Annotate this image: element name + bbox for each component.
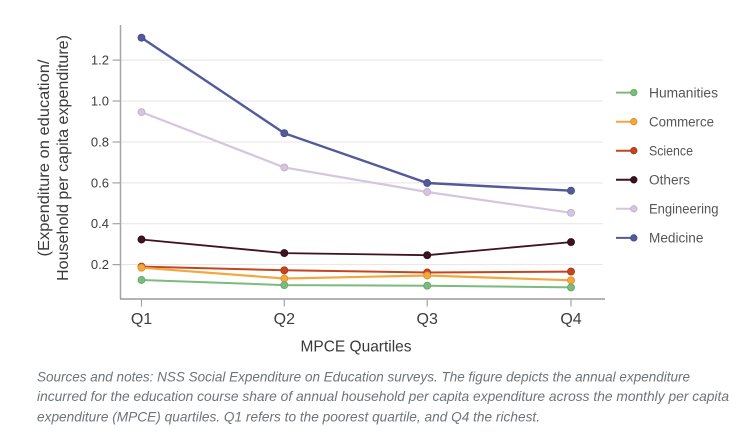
svg-text:Engineering: Engineering [649, 202, 719, 217]
svg-text:Q3: Q3 [417, 311, 438, 328]
svg-text:0.8: 0.8 [91, 135, 109, 150]
svg-text:1.0: 1.0 [91, 94, 109, 109]
svg-text:Commerce: Commerce [649, 115, 714, 130]
svg-text:1.2: 1.2 [91, 53, 109, 68]
svg-text:0.6: 0.6 [91, 175, 109, 190]
svg-text:0.4: 0.4 [91, 216, 109, 231]
svg-text:Medicine: Medicine [649, 231, 703, 246]
svg-text:Household per capita expenditu: Household per capita expenditure) [55, 35, 72, 281]
svg-text:Humanities: Humanities [649, 85, 718, 100]
svg-text:Others: Others [649, 173, 690, 188]
svg-text:Q4: Q4 [560, 311, 581, 328]
svg-text:MPCE Quartiles: MPCE Quartiles [301, 339, 412, 356]
svg-text:expenditure (MPCE) quartiles.: expenditure (MPCE) quartiles. Q1 refers … [37, 410, 540, 425]
svg-text:0.2: 0.2 [91, 257, 109, 272]
svg-text:Science: Science [649, 144, 693, 159]
svg-text:Q2: Q2 [274, 311, 295, 328]
svg-text:(Expenditure on education/: (Expenditure on education/ [36, 59, 53, 257]
svg-text:Sources and notes: NSS Social: Sources and notes: NSS Social Expenditur… [37, 369, 690, 384]
svg-text:Q1: Q1 [131, 311, 152, 328]
svg-text:incurred for the education cou: incurred for the education course share … [37, 389, 729, 404]
